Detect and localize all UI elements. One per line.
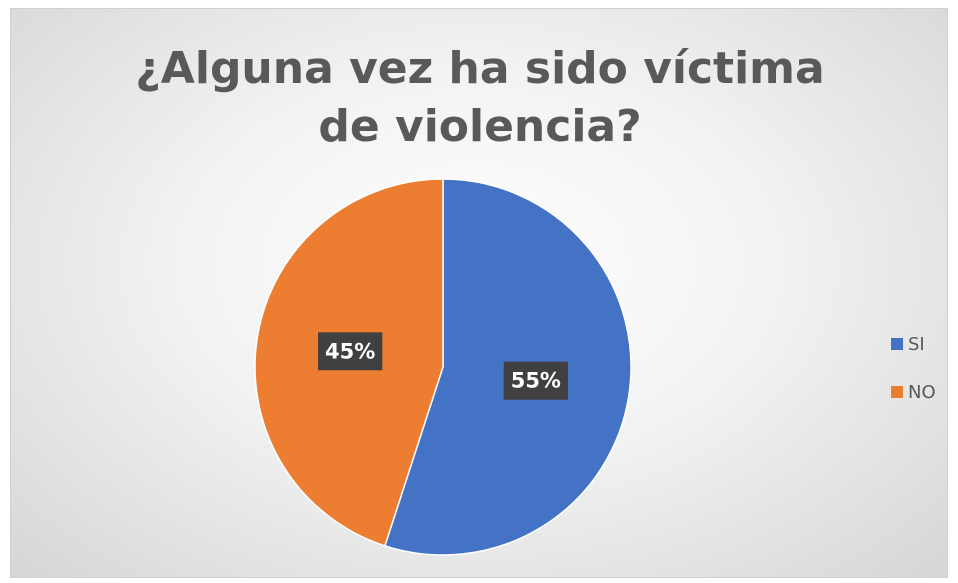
legend-label: NO xyxy=(908,382,936,403)
data-label-text: 45% xyxy=(325,339,375,363)
data-label: 45% xyxy=(318,332,383,371)
data-label-text: 55% xyxy=(511,369,561,393)
legend-swatch xyxy=(891,338,903,350)
data-label: 55% xyxy=(503,361,568,400)
legend-label: SI xyxy=(908,334,925,355)
data-label-box xyxy=(318,332,383,371)
data-label-box xyxy=(503,361,568,400)
chart-title: ¿Alguna vez ha sido víctima de violencia… xyxy=(135,43,825,152)
legend-swatch xyxy=(891,386,903,398)
